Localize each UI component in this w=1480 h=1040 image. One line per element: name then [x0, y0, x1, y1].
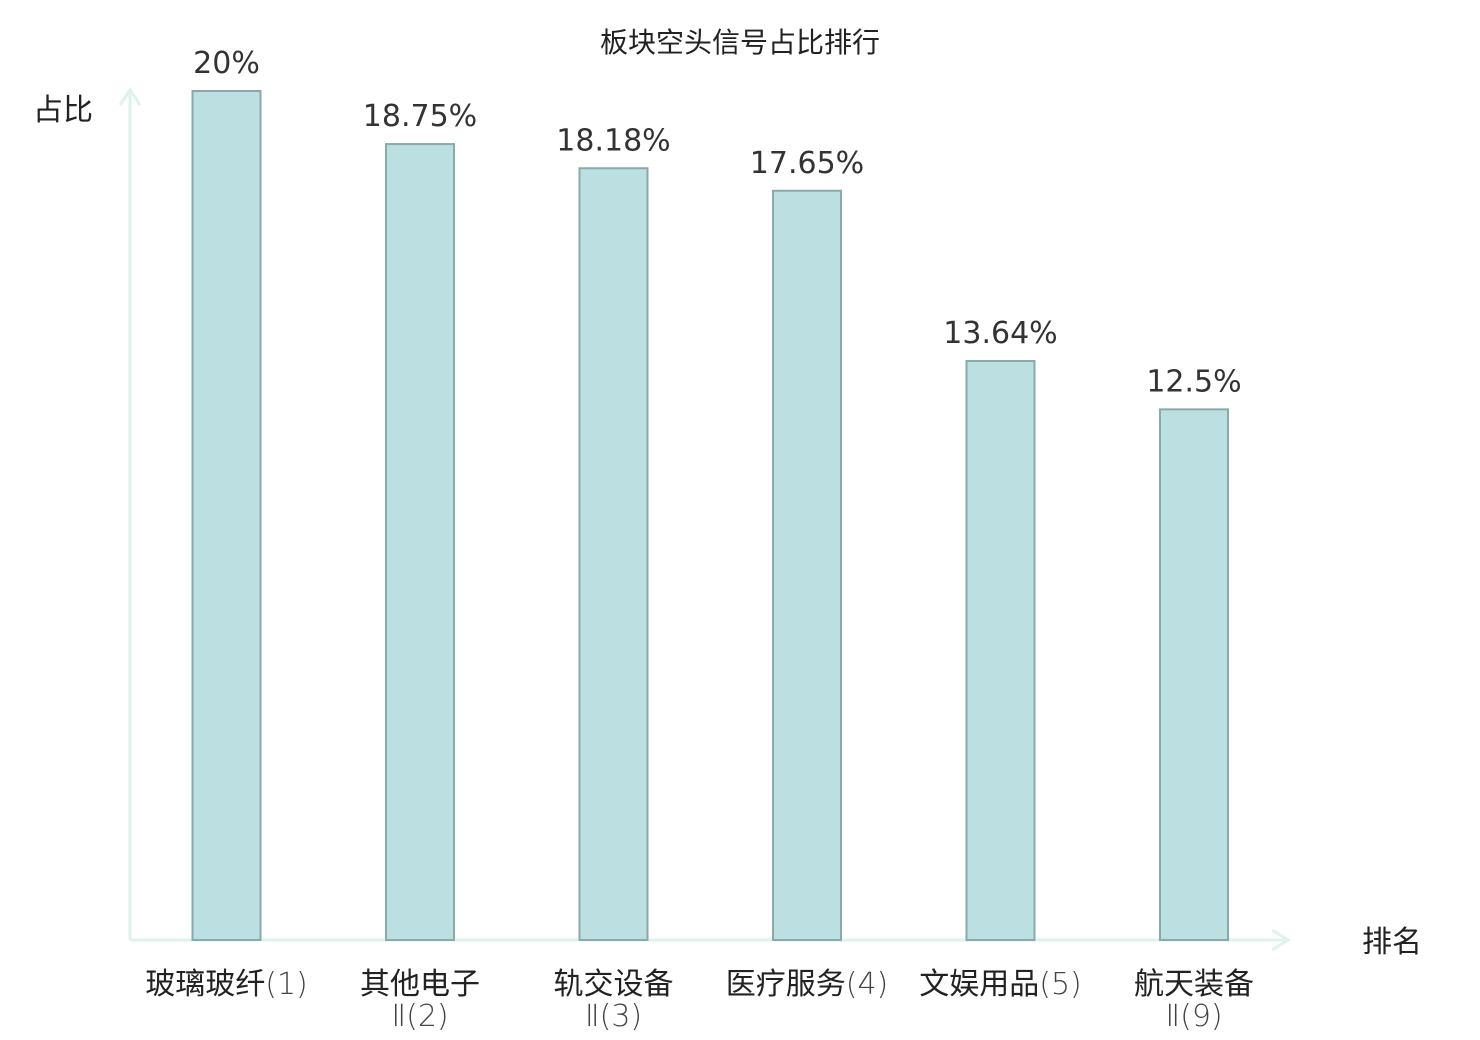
- category-label-2: 其他电子: [360, 967, 480, 1002]
- bar-2: [385, 143, 455, 941]
- category-label-3: 轨交设备: [554, 967, 674, 1002]
- y-axis-arrow: [118, 87, 142, 106]
- category-rank-2: Ⅱ(2): [391, 999, 448, 1034]
- value-label-3: 18.18%: [556, 123, 670, 158]
- chart-title: 板块空头信号占比排行: [600, 26, 880, 59]
- category-label-1: 玻璃玻纤(1): [145, 967, 308, 1002]
- y-axis-label: 占比: [33, 93, 93, 128]
- category-label-5: 文娱用品(5): [919, 967, 1082, 1002]
- value-labels-group: 20% 18.75% 18.18% 17.65% 13.64% 12.5%: [193, 46, 1242, 399]
- category-label-4: 医疗服务(4): [726, 967, 889, 1002]
- value-label-5: 13.64%: [943, 316, 1057, 351]
- category-rank-1: (1): [265, 967, 308, 1002]
- category-rank-4: (4): [846, 967, 889, 1002]
- bar-3: [578, 167, 649, 942]
- category-name-4: 医疗服务: [726, 967, 846, 1002]
- category-name-5: 文娱用品: [919, 967, 1039, 1002]
- bars-group: [191, 90, 1229, 942]
- category-label-6: 航天装备: [1134, 967, 1254, 1002]
- bar-6: [1159, 408, 1229, 941]
- category-name-2: 其他电子: [360, 967, 480, 1002]
- value-label-4: 17.65%: [750, 146, 864, 181]
- value-label-1: 20%: [193, 46, 260, 81]
- category-rank-5: (5): [1039, 967, 1082, 1002]
- value-label-6: 12.5%: [1146, 364, 1241, 399]
- category-name-1: 玻璃玻纤: [145, 967, 265, 1002]
- bar-4: [772, 189, 842, 941]
- x-axis-arrow: [1271, 928, 1291, 952]
- x-axis-label: 排名: [1362, 925, 1422, 960]
- bar-1: [191, 90, 262, 941]
- category-rank-6: Ⅱ(9): [1165, 999, 1222, 1034]
- bar-5: [965, 359, 1036, 941]
- category-rank-3: Ⅱ(3): [585, 999, 642, 1034]
- value-label-2: 18.75%: [363, 99, 477, 134]
- axes: [118, 87, 1291, 952]
- category-name-6: 航天装备: [1134, 967, 1254, 1002]
- category-name-3: 轨交设备: [554, 967, 674, 1002]
